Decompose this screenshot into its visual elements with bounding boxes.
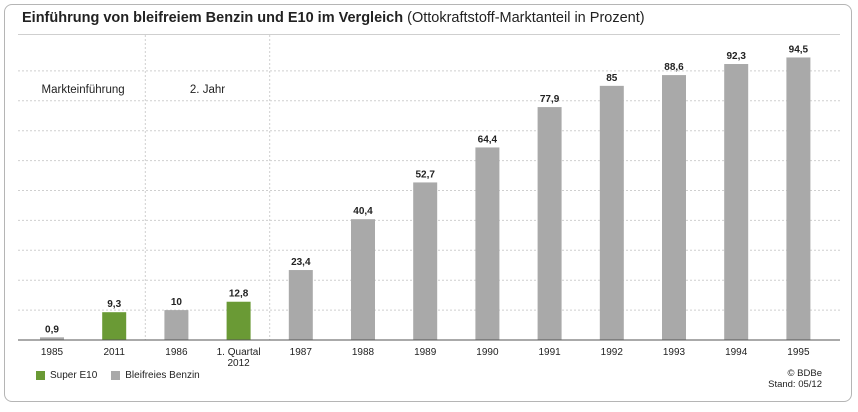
chart-title-subtitle: (Ottokraftstoff-Marktanteil in Prozent): [407, 10, 645, 26]
value-label-10: 88,6: [664, 62, 684, 73]
legend-label-bleifreies-benzin: Bleifreies Benzin: [125, 370, 200, 381]
legend-label-super-e10: Super E10: [50, 370, 98, 381]
value-label-7: 64,4: [478, 134, 498, 145]
legend-swatch-bleifreies-benzin: [111, 371, 121, 380]
value-label-9: 85: [606, 73, 618, 84]
value-label-2: 10: [171, 297, 183, 308]
value-label-5: 40,4: [353, 206, 373, 217]
value-label-11: 92,3: [726, 51, 746, 62]
value-label-6: 52,7: [415, 169, 435, 180]
bar-12: [786, 57, 811, 340]
x-tick-label-3-0: 1. Quartal: [217, 347, 261, 358]
x-tick-label-8-0: 1991: [538, 347, 561, 358]
bar-6: [413, 182, 438, 340]
legend: Super E10 Bleifreies Benzin: [36, 370, 214, 381]
value-label-1: 9,3: [107, 299, 121, 310]
bar-8: [537, 107, 562, 340]
bar-4: [288, 270, 313, 340]
source-credit: © BDBe Stand: 05/12: [768, 368, 822, 390]
x-tick-label-4-0: 1987: [290, 347, 313, 358]
legend-swatch-super-e10: [36, 371, 45, 380]
bar-1: [102, 312, 127, 340]
title-divider: [18, 34, 840, 35]
bar-2: [164, 310, 189, 340]
chart-title: Einführung von bleifreiem Benzin und E10…: [22, 10, 645, 26]
chart-title-main: Einführung von bleifreiem Benzin und E10…: [22, 10, 404, 26]
x-tick-label-5-0: 1988: [352, 347, 375, 358]
x-tick-label-10-0: 1993: [663, 347, 686, 358]
phase-label-0: Markteinführung: [42, 84, 125, 96]
bar-10: [662, 75, 686, 340]
bar-9: [599, 85, 624, 340]
bar-7: [475, 147, 500, 340]
x-tick-label-0-0: 1985: [41, 347, 64, 358]
legend-item-bleifreies-benzin: Bleifreies Benzin: [111, 370, 200, 381]
x-tick-label-2-0: 1986: [165, 347, 188, 358]
x-tick-label-9-0: 1992: [601, 347, 624, 358]
value-label-8: 77,9: [540, 94, 560, 105]
copyright-text: © BDBe: [787, 368, 822, 379]
x-tick-label-12-0: 1995: [787, 347, 810, 358]
bar-3: [226, 301, 251, 340]
x-tick-label-3-1: 2012: [227, 358, 250, 369]
value-label-4: 23,4: [291, 257, 311, 268]
phase-label-1: 2. Jahr: [190, 84, 225, 96]
x-tick-label-6-0: 1989: [414, 347, 437, 358]
value-label-3: 12,8: [229, 289, 249, 300]
legend-item-super-e10: Super E10: [36, 370, 97, 381]
value-label-12: 94,5: [789, 44, 809, 55]
x-tick-label-11-0: 1994: [725, 347, 748, 358]
x-tick-label-1-0: 2011: [103, 347, 125, 358]
bar-11: [724, 64, 749, 340]
bar-5: [351, 219, 375, 340]
value-label-0: 0,9: [45, 324, 59, 335]
bar-0: [40, 337, 64, 340]
date-stamp: Stand: 05/12: [768, 379, 822, 390]
x-tick-label-7-0: 1990: [476, 347, 499, 358]
